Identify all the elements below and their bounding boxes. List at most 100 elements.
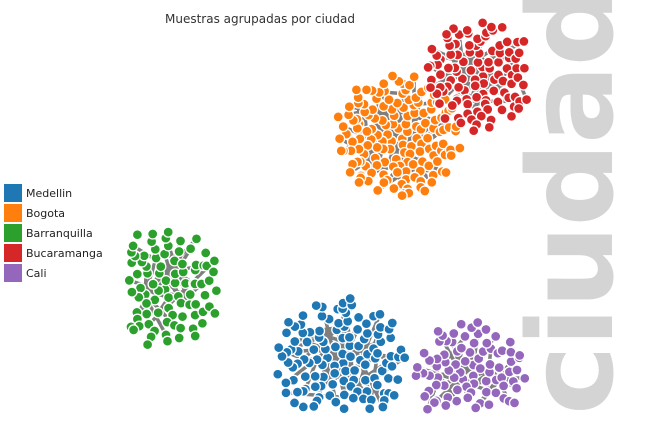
node-barranquilla xyxy=(147,278,159,290)
node-bogota xyxy=(335,145,347,157)
node-bogota xyxy=(445,149,457,162)
node-cali xyxy=(481,337,493,349)
node-cali xyxy=(428,396,441,409)
node-bucaramanga xyxy=(496,104,508,116)
node-cali xyxy=(459,330,471,343)
node-bogota xyxy=(391,166,404,178)
node-cali xyxy=(462,392,474,404)
node-bucaramanga xyxy=(512,71,524,84)
legend-label-bucaramanga: Bucaramanga xyxy=(26,247,103,260)
node-cali xyxy=(418,347,430,359)
node-cali xyxy=(455,342,468,354)
node-bucaramanga xyxy=(488,85,500,97)
node-bogota xyxy=(431,155,444,168)
node-medellin xyxy=(330,396,342,408)
node-bogota xyxy=(426,176,438,188)
node-bucaramanga xyxy=(461,24,473,36)
node-barranquilla xyxy=(200,247,212,259)
node-barranquilla xyxy=(174,322,187,334)
node-cali xyxy=(432,325,444,337)
cluster-nodes xyxy=(123,17,533,415)
node-medellin xyxy=(359,359,371,371)
node-cali xyxy=(519,372,531,384)
node-barranquilla xyxy=(127,240,139,252)
node-bucaramanga xyxy=(468,125,480,137)
node-bucaramanga xyxy=(518,62,531,74)
node-medellin xyxy=(351,323,364,336)
node-bucaramanga xyxy=(470,91,483,103)
node-medellin xyxy=(301,336,313,348)
node-medellin xyxy=(297,309,309,322)
node-cali xyxy=(430,379,442,391)
legend-swatch-bogota xyxy=(4,204,22,222)
legend-swatch-medellin xyxy=(4,184,22,202)
node-bucaramanga xyxy=(455,117,467,129)
node-bogota xyxy=(419,185,431,197)
legend-label-bogota: Bogota xyxy=(26,207,65,220)
node-cali xyxy=(490,330,502,343)
node-bucaramanga xyxy=(469,80,481,92)
node-medellin xyxy=(382,372,395,385)
node-bucaramanga xyxy=(517,79,530,91)
node-medellin xyxy=(348,364,361,377)
node-barranquilla xyxy=(162,291,175,304)
node-medellin xyxy=(360,318,373,330)
legend-label-medellin: Medellin xyxy=(26,187,72,200)
node-bucaramanga xyxy=(440,28,453,40)
node-bucaramanga xyxy=(442,62,455,74)
node-barranquilla xyxy=(161,335,174,347)
node-cali xyxy=(448,327,460,340)
node-cali xyxy=(419,390,431,403)
node-medellin xyxy=(308,400,320,413)
node-cali xyxy=(474,362,486,375)
node-barranquilla xyxy=(126,286,138,298)
node-barranquilla xyxy=(184,288,196,301)
node-medellin xyxy=(343,331,356,343)
node-medellin xyxy=(329,367,341,379)
node-medellin xyxy=(289,335,301,348)
node-medellin xyxy=(377,401,389,413)
node-bogota xyxy=(337,120,349,133)
node-cali xyxy=(497,380,510,392)
legend: Medellin Bogota Barranquilla Bucaramanga Cal… xyxy=(4,184,103,282)
node-cali xyxy=(421,403,434,415)
node-cali xyxy=(472,316,484,329)
node-medellin xyxy=(272,368,284,380)
node-barranquilla xyxy=(199,289,211,301)
node-bucaramanga xyxy=(434,68,447,81)
node-barranquilla xyxy=(190,233,203,245)
node-cali xyxy=(484,358,496,371)
node-medellin xyxy=(332,317,345,329)
node-barranquilla xyxy=(209,307,221,320)
node-cali xyxy=(504,336,516,348)
node-medellin xyxy=(327,378,339,390)
chart-title: Muestras agrupadas por ciudad xyxy=(165,12,355,26)
node-bogota xyxy=(383,94,395,106)
node-bogota xyxy=(437,138,449,150)
node-bucaramanga xyxy=(475,110,487,122)
node-bogota xyxy=(371,159,383,171)
node-barranquilla xyxy=(123,274,135,287)
legend-label-barranquilla: Barranquilla xyxy=(26,227,93,240)
node-barranquilla xyxy=(127,324,140,336)
node-medellin xyxy=(386,317,398,329)
node-bogota xyxy=(388,182,400,195)
node-bucaramanga xyxy=(485,21,498,33)
node-medellin xyxy=(371,379,383,391)
node-medellin xyxy=(288,397,301,409)
node-bucaramanga xyxy=(463,39,475,51)
node-bucaramanga xyxy=(426,43,438,55)
group-axis-label: ciudad xyxy=(502,0,640,415)
node-cali xyxy=(423,354,436,367)
node-bogota xyxy=(332,111,344,123)
legend-swatch-cali xyxy=(4,264,22,282)
node-medellin xyxy=(386,360,398,372)
node-cali xyxy=(470,402,482,414)
node-bogota xyxy=(396,189,408,202)
node-bogota xyxy=(378,176,390,189)
node-medellin xyxy=(291,386,304,398)
node-barranquilla xyxy=(208,255,221,267)
node-barranquilla xyxy=(210,285,223,297)
node-cali xyxy=(510,382,523,394)
node-barranquilla xyxy=(141,308,153,320)
